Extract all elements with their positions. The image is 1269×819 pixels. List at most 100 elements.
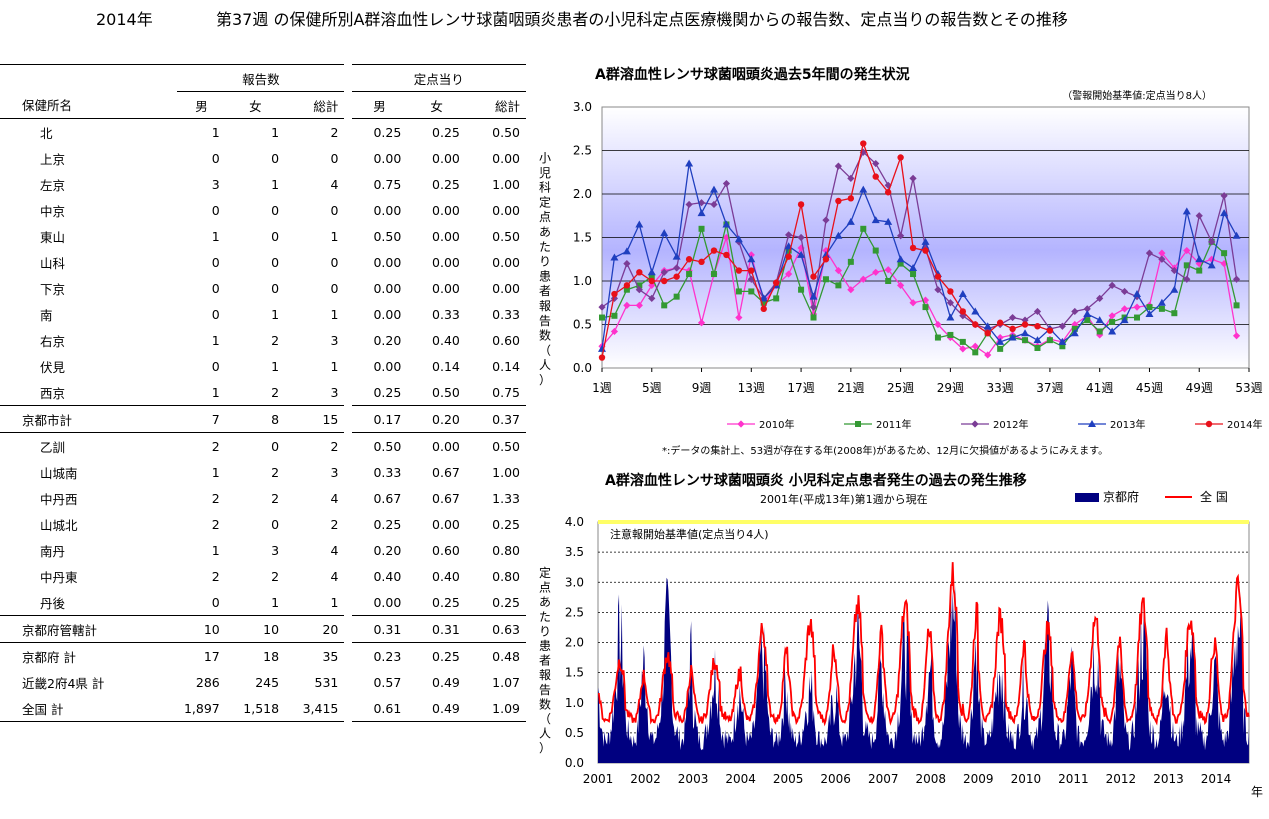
chart2-threshold-label: 注意報開始基準値(定点当り4人) xyxy=(610,527,769,541)
chart2-y-tick-label: 4.0 xyxy=(565,515,584,529)
column-header: 男 xyxy=(351,91,408,119)
cell-value: 0.67 xyxy=(432,464,460,480)
cell-value: 0.25 xyxy=(492,516,520,532)
chart1-marker xyxy=(1207,261,1216,269)
chart1-y-label-char: 数 xyxy=(539,328,551,343)
cell-value: 0.00 xyxy=(432,516,460,532)
chart1-marker xyxy=(647,268,656,276)
table-row: 乙訓 2 0 2 0.50 0.00 0.50 xyxy=(0,433,526,460)
chart1-legend-label: 2013年 xyxy=(1110,418,1145,431)
chart1-marker xyxy=(1208,238,1216,246)
chart1-marker xyxy=(798,286,805,293)
table-row: 東山 1 0 1 0.50 0.00 0.50 xyxy=(0,223,526,249)
cell-value: 0.31 xyxy=(351,615,408,643)
chart1-marker xyxy=(809,292,818,300)
cell-value: 10 xyxy=(177,615,226,643)
chart2-x-tick-label: 2007 xyxy=(868,772,899,786)
row-name: 中丹西 xyxy=(40,491,78,507)
table-group-header: 報告数 定点当り xyxy=(0,64,526,92)
chart1-marker xyxy=(748,288,755,295)
cell-value: 0.40 xyxy=(373,568,402,584)
chart2-x-tick-label: 2005 xyxy=(773,772,804,786)
table-row: 右京 1 2 3 0.20 0.40 0.60 xyxy=(0,327,526,353)
chart2-x-tick-label: 2008 xyxy=(915,772,946,786)
cell-value: 0 xyxy=(271,150,280,166)
title-main: 第37週 の保健所別A群溶血性レンサ球菌咽頭炎患者の小児科定点医療機関からの報告… xyxy=(216,10,1068,29)
chart1-series-line xyxy=(601,224,1238,354)
cell-value: 0.33 xyxy=(492,306,520,322)
chart1-marker xyxy=(934,320,942,329)
table-row: 左京 3 1 4 0.75 0.25 1.00 xyxy=(0,171,526,197)
cell-value: 0.50 xyxy=(492,124,520,140)
chart1-x-tick-label: 45週 xyxy=(1136,381,1163,395)
cell-value: 2 xyxy=(211,516,220,532)
cell-value: 0.00 xyxy=(373,254,402,270)
cell-value: 0.00 xyxy=(373,306,402,322)
chart1-marker xyxy=(1088,420,1096,427)
chart1-marker xyxy=(1145,310,1154,318)
chart1-marker xyxy=(855,421,861,427)
chart1-marker xyxy=(1183,262,1190,269)
chart1-marker xyxy=(710,200,718,209)
chart1-marker xyxy=(809,303,818,311)
group-header-reports: 報告数 xyxy=(177,64,345,92)
cell-value: 0.00 xyxy=(432,150,460,166)
chart1-marker xyxy=(834,231,843,239)
chart2-x-tick-label: 2006 xyxy=(820,772,851,786)
chart2-x-tick-label: 2009 xyxy=(963,772,994,786)
cell-value: 1 xyxy=(211,464,220,480)
chart1-marker xyxy=(1120,305,1129,313)
chart1-marker xyxy=(822,216,830,224)
cell-value: 0.48 xyxy=(492,648,520,664)
chart2-y-tick-label: 1.0 xyxy=(565,696,584,710)
chart1-y-tick-label: 0.5 xyxy=(573,318,592,332)
chart1-marker xyxy=(897,232,905,240)
chart2-x-tick-label: 2010 xyxy=(1011,772,1042,786)
chart2-x-label: 年 xyxy=(1251,785,1263,799)
chart1-marker xyxy=(598,354,606,361)
cell-value: 0 xyxy=(330,202,339,218)
chart1-marker xyxy=(1158,255,1166,263)
chart1-y-tick-label: 0.0 xyxy=(573,361,592,375)
cell-value: 0.57 xyxy=(373,674,402,690)
chart1-marker xyxy=(697,209,706,217)
chart1-marker xyxy=(972,349,979,356)
chart1-marker xyxy=(947,331,954,338)
cell-value: 0.00 xyxy=(432,280,460,296)
chart1-marker xyxy=(822,256,830,263)
cell-value: 0.50 xyxy=(492,438,520,454)
chart1-marker xyxy=(1108,327,1117,335)
chart1-marker xyxy=(897,281,905,289)
cell-value: 35 xyxy=(322,648,339,664)
table-row: 中丹西 2 2 4 0.67 0.67 1.33 xyxy=(0,485,526,511)
chart1-legend-label: 2010年 xyxy=(759,418,794,431)
chart1-marker xyxy=(1195,212,1203,220)
chart-five-year: A群溶血性レンサ球菌咽頭炎過去5年間の発生状況 （警報開始基準値:定点当り8人） 0… xyxy=(539,66,1263,457)
cell-value: 0.33 xyxy=(373,464,402,480)
cell-value: 0.20 xyxy=(373,542,402,558)
chart1-marker xyxy=(909,299,917,307)
group-header-per-sentinel: 定点当り xyxy=(351,64,526,92)
chart1-series-line xyxy=(601,163,1238,349)
chart2-x-tick-label: 2003 xyxy=(678,772,709,786)
chart1-marker xyxy=(661,302,668,309)
chart1-y-label-char: 者 xyxy=(539,284,551,298)
chart1-marker xyxy=(636,282,643,289)
cell-value: 0.25 xyxy=(373,516,402,532)
chart1-marker xyxy=(759,294,768,302)
chart2-x-tick-label: 2014 xyxy=(1201,772,1232,786)
cell-value: 531 xyxy=(314,674,339,690)
cell-value: 0 xyxy=(271,516,280,532)
row-name: 山城南 xyxy=(40,465,78,481)
chart1-marker xyxy=(797,244,805,252)
chart1-subtitle: （警報開始基準値:定点当り8人） xyxy=(1062,89,1212,102)
chart2-y-label-char: 患 xyxy=(539,639,551,653)
chart2-x-tick-label: 2012 xyxy=(1106,772,1137,786)
chart2-y-label-char: 定 xyxy=(539,565,551,580)
chart1-marker xyxy=(610,327,619,336)
row-name: 京都府 計 xyxy=(22,649,76,665)
chart1-x-tick-label: 9週 xyxy=(692,381,712,395)
chart1-marker xyxy=(710,271,717,278)
chart1-marker xyxy=(897,260,904,267)
row-name: 西京 xyxy=(0,379,178,406)
